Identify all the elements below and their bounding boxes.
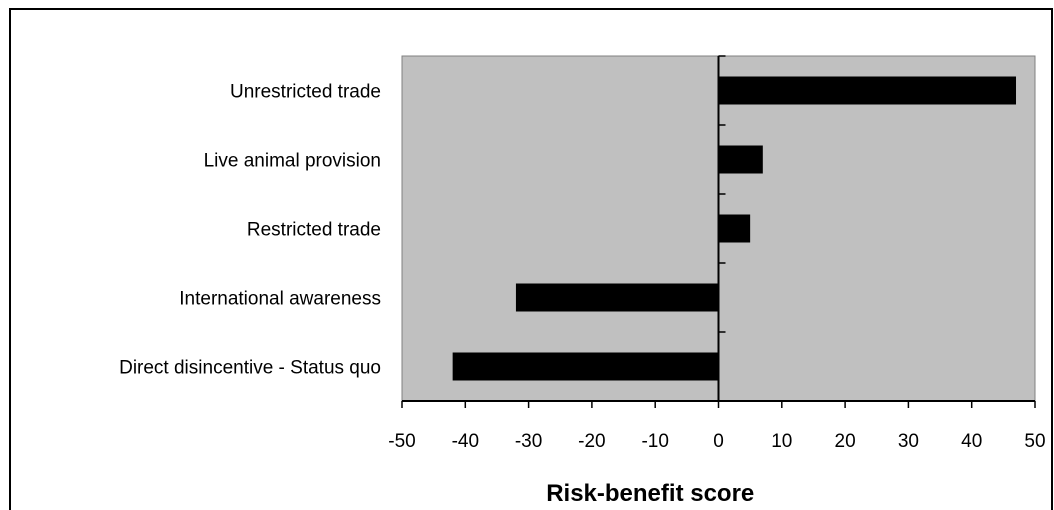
category-label: Unrestricted trade xyxy=(230,82,381,103)
x-tick-label: -30 xyxy=(515,431,542,452)
x-tick-label: -10 xyxy=(641,431,668,452)
bar-direct-disincentive-status-quo xyxy=(452,352,719,381)
x-tick-label: 50 xyxy=(1024,431,1045,452)
x-axis: -50 -40 -30 -20 -10 0 10 20 30 40 50 xyxy=(388,400,1046,452)
x-tick-label: 0 xyxy=(713,431,724,452)
bar-restricted-trade xyxy=(718,214,751,243)
bar-international-awareness xyxy=(515,283,719,312)
x-tick-label: 10 xyxy=(771,431,792,452)
x-tick-label: 20 xyxy=(835,431,856,452)
bar-unrestricted-trade xyxy=(718,76,1017,105)
category-label: International awareness xyxy=(179,289,381,310)
x-tick-label: -20 xyxy=(578,431,605,452)
bar-live-animal-provision xyxy=(718,145,763,174)
category-labels: Unrestricted trade Live animal provision R… xyxy=(119,82,381,379)
category-label: Live animal provision xyxy=(204,151,381,172)
category-label: Direct disincentive - Status quo xyxy=(119,358,381,379)
x-tick-label: -50 xyxy=(388,431,415,452)
x-axis-title: Risk-benefit score xyxy=(546,480,754,507)
x-tick-label: 30 xyxy=(898,431,919,452)
bars xyxy=(452,76,1017,381)
category-label: Restricted trade xyxy=(247,220,381,241)
x-tick-label: -40 xyxy=(452,431,479,452)
x-tick-label: 40 xyxy=(961,431,982,452)
zero-axis xyxy=(717,55,726,402)
chart-frame xyxy=(9,8,1053,510)
